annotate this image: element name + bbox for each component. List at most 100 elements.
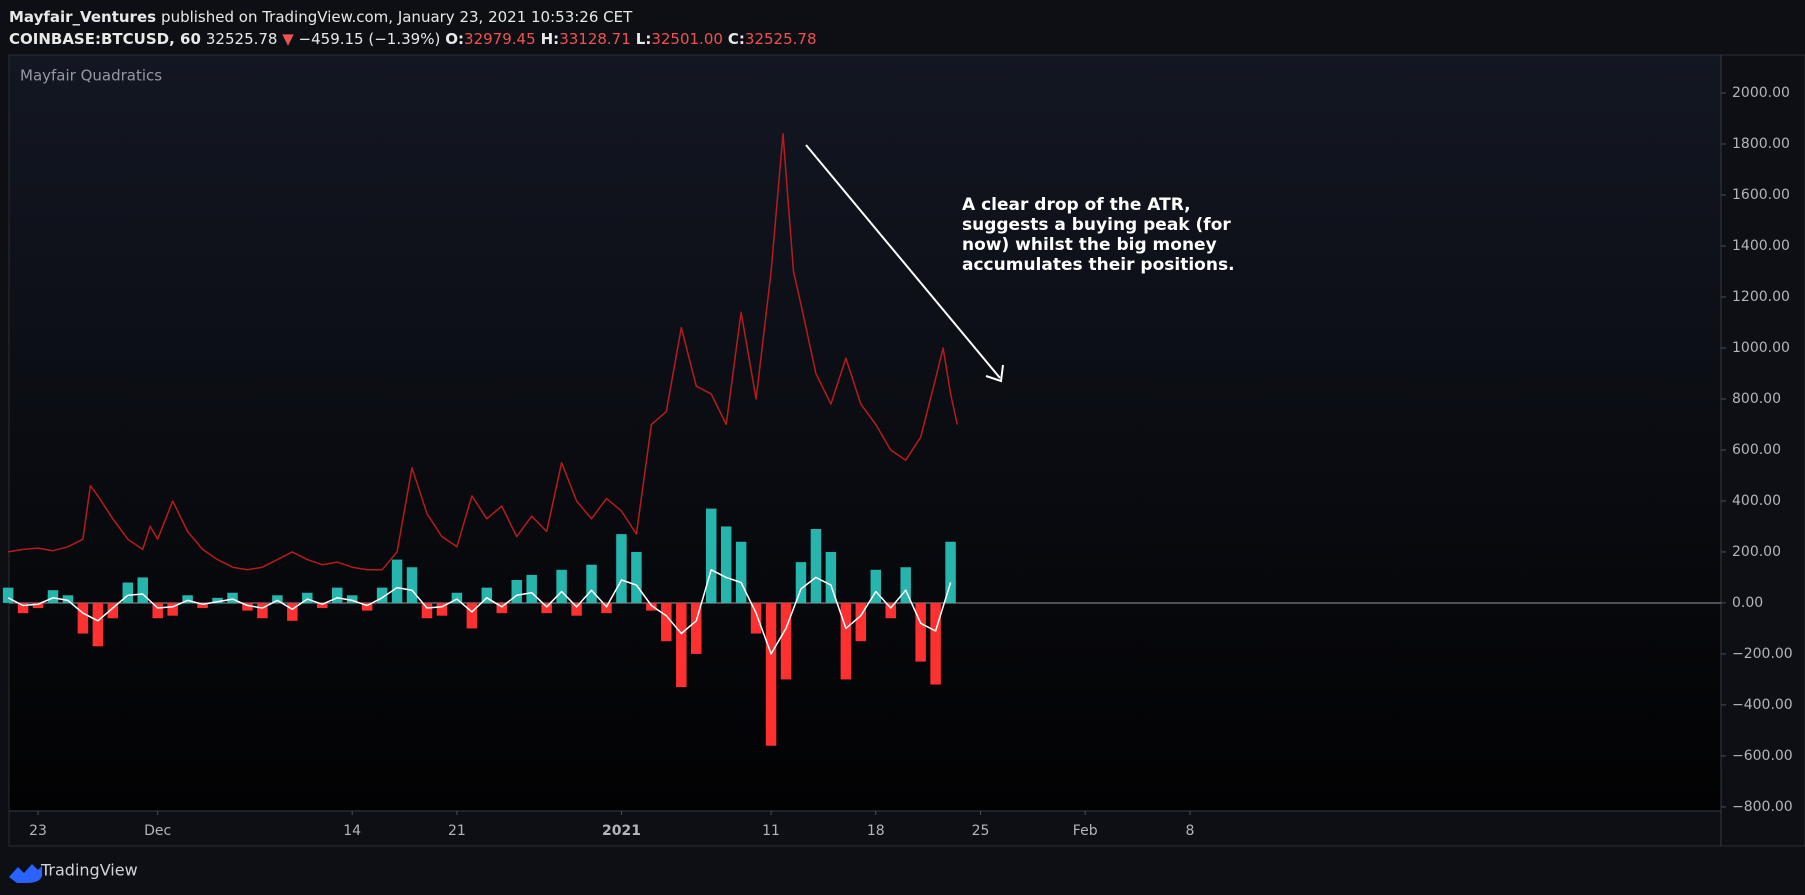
histogram-bar — [466, 602, 478, 629]
y-tick-label: 1600.00 — [1732, 187, 1790, 203]
series-line — [7, 133, 959, 571]
publish-line: Mayfair_Ventures published on TradingView… — [9, 6, 817, 28]
ohlc-label: O: — [445, 30, 465, 48]
histogram-bar — [182, 595, 193, 603]
pane-border — [8, 54, 1805, 847]
histogram-bar — [571, 602, 582, 616]
histogram-bar — [62, 595, 74, 603]
histogram-bar — [406, 567, 418, 603]
histogram-bar — [900, 567, 911, 603]
histogram-bar — [526, 574, 537, 603]
histogram-bar — [691, 602, 702, 654]
histogram-bar — [705, 508, 717, 603]
y-tick-label: 1200.00 — [1732, 289, 1790, 305]
y-tick-label: 1000.00 — [1732, 340, 1790, 356]
annotation: A clear drop of the ATR,suggests a buyin… — [962, 195, 1235, 275]
annotation-line: now) whilst the big money — [962, 235, 1217, 255]
histogram-bar — [825, 551, 837, 603]
ohlc-value: 32501.00 — [651, 30, 723, 48]
x-tick-label: 18 — [867, 823, 885, 839]
ohlc-label: L: — [635, 30, 652, 48]
y-tick-label: 2000.00 — [1732, 85, 1790, 101]
histogram-bar — [47, 590, 59, 603]
change: −459.15 (−1.39%) — [298, 30, 441, 48]
x-tick-label: 14 — [343, 823, 361, 839]
histogram-bar — [32, 602, 44, 609]
histogram-bar — [735, 541, 747, 603]
histogram-bar — [391, 559, 403, 603]
histogram-bar — [780, 602, 792, 680]
y-tick-label: 600.00 — [1732, 442, 1781, 458]
annotation-line: suggests a buying peak (for — [962, 215, 1231, 235]
histogram-bar — [810, 528, 822, 603]
histogram-bar — [152, 602, 163, 619]
histogram-bar — [331, 587, 343, 603]
last-price: 32525.78 — [205, 30, 278, 48]
y-tick-label: −600.00 — [1732, 748, 1793, 764]
histogram-bar — [930, 602, 941, 685]
x-tick-label: 23 — [29, 823, 47, 839]
y-tick-label: 800.00 — [1732, 391, 1781, 407]
ohlc-value: 33128.71 — [559, 30, 631, 48]
histogram-bar — [92, 602, 104, 647]
histogram-bar — [511, 579, 522, 603]
axes: 2000.00 1800.00 1600.00 1400.00 1200.00 1000.… — [29, 85, 1793, 839]
histogram-bar — [137, 577, 148, 603]
x-tick-label: 21 — [448, 823, 466, 839]
x-tick-label: Dec — [144, 823, 171, 839]
histogram-bar — [855, 602, 867, 642]
symbol: COINBASE:BTCUSD, 60 — [9, 30, 201, 48]
ohlc-label: H: — [540, 30, 560, 48]
y-tick-label: 400.00 — [1732, 493, 1781, 509]
y-tick-label: −400.00 — [1732, 697, 1793, 713]
histogram-bar — [765, 602, 777, 746]
y-tick-label: 1400.00 — [1732, 238, 1790, 254]
histogram-bar — [481, 587, 493, 603]
pane-background — [9, 55, 1721, 811]
histogram-bar — [720, 526, 732, 603]
histogram-bar — [242, 602, 253, 611]
ohlc-value: 32525.78 — [744, 30, 817, 48]
histogram-bar — [2, 587, 14, 603]
series-line — [7, 569, 952, 655]
marks — [2, 133, 1721, 746]
arrow-head — [985, 364, 1004, 383]
x-tick-label: 11 — [762, 823, 780, 839]
histogram-bar — [885, 602, 896, 619]
histogram-bar — [436, 602, 448, 616]
histogram-bar — [167, 602, 178, 616]
histogram-bar — [107, 602, 119, 619]
author[interactable]: Mayfair_Ventures — [9, 8, 157, 26]
indicator-title: Mayfair Quadratics — [20, 67, 162, 85]
ticker-line: COINBASE:BTCUSD, 60 32525.78 ▼ −459.15 (−… — [9, 28, 817, 50]
histogram-bar — [616, 534, 627, 603]
annotation-line: accumulates their positions. — [962, 255, 1235, 275]
histogram-bar — [750, 602, 762, 634]
x-tick-label: 8 — [1185, 823, 1194, 839]
y-tick-label: −800.00 — [1732, 799, 1793, 815]
y-tick-label: −200.00 — [1732, 646, 1793, 662]
histogram-bar — [287, 602, 298, 621]
x-tick-label: 25 — [972, 823, 990, 839]
histogram-bar — [870, 569, 882, 603]
header: Mayfair_Ventures published on TradingView… — [9, 6, 817, 50]
y-tick-label: 200.00 — [1732, 544, 1781, 560]
histogram-bar — [496, 602, 508, 614]
y-tick-label: 0.00 — [1732, 595, 1763, 611]
histogram-bar — [541, 602, 552, 614]
published: published on TradingView.com, January 23… — [161, 8, 633, 26]
histogram-bar — [197, 602, 208, 609]
histogram-bar — [646, 602, 657, 611]
histogram-bar — [661, 602, 672, 642]
brand-logo — [9, 864, 42, 883]
histogram-bar — [676, 602, 687, 688]
brand-name: TradingView — [40, 861, 138, 880]
histogram-bar — [376, 587, 388, 603]
histogram-bar — [17, 602, 29, 614]
arrow-shaft — [805, 144, 1001, 379]
histogram-bar — [122, 582, 134, 603]
y-tick-label: 1800.00 — [1732, 136, 1790, 152]
histogram-bar — [586, 564, 597, 603]
